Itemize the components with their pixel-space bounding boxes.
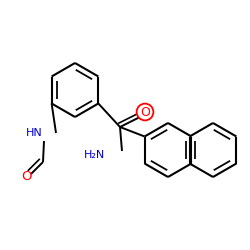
Text: H₂N: H₂N: [84, 150, 105, 160]
Text: O: O: [140, 106, 150, 118]
Text: HN: HN: [26, 128, 43, 138]
Text: O: O: [21, 170, 31, 183]
